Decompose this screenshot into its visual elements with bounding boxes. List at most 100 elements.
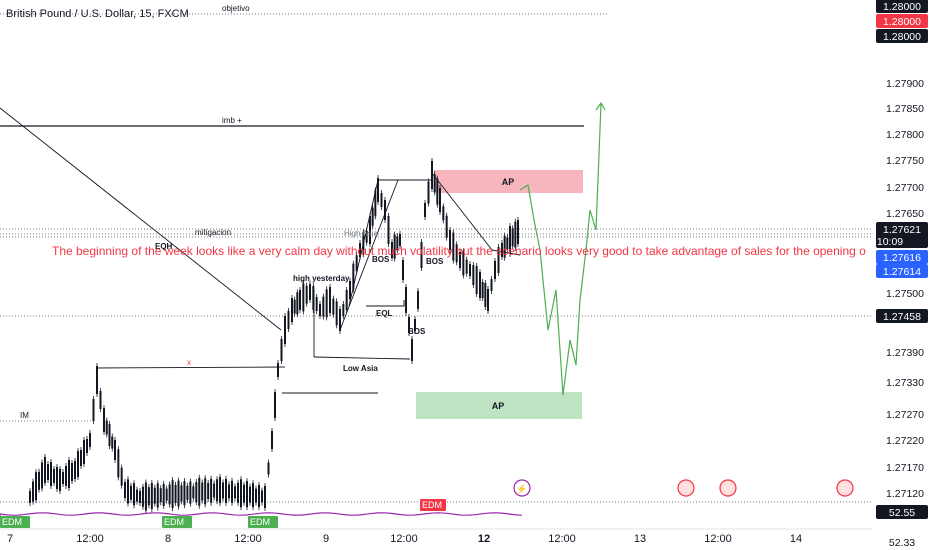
candle-body <box>503 235 506 258</box>
candle-body <box>35 472 37 501</box>
event-flag-icon <box>836 479 854 497</box>
indicator-tag <box>0 516 30 528</box>
candle-body <box>359 243 361 257</box>
candle-body <box>377 178 379 202</box>
annotation-bos3: BOS <box>408 327 426 336</box>
candle-body <box>92 399 95 421</box>
price-tick-label: 1.27220 <box>886 435 924 447</box>
candle-body <box>234 486 236 499</box>
candle-body <box>424 203 426 217</box>
price-label-box <box>876 29 928 43</box>
candle-body <box>192 486 195 499</box>
candle-body <box>427 181 430 204</box>
candle-body <box>71 463 73 481</box>
candle-body <box>165 488 168 501</box>
candle-body <box>44 457 46 483</box>
symbol-title: British Pound / U.S. Dollar, 15, FXCM <box>6 8 189 20</box>
candle-body <box>479 272 481 298</box>
price-label-box <box>876 0 928 13</box>
projection-arrow <box>595 101 606 111</box>
candle-body <box>32 481 34 502</box>
candle-body <box>517 220 519 244</box>
candle-body <box>150 482 153 509</box>
candle-body <box>50 462 52 486</box>
candle-body <box>335 301 338 326</box>
candle-body <box>120 467 123 486</box>
candle-body <box>89 433 91 447</box>
supply-zone <box>434 170 583 193</box>
candle-body <box>207 483 210 500</box>
price-label: 1.28000 <box>883 31 921 43</box>
candle-body <box>374 190 377 217</box>
candle-body <box>402 260 404 280</box>
candle-body <box>325 289 328 318</box>
candle-body <box>41 462 43 489</box>
candle-body <box>249 486 251 503</box>
candle-body <box>511 228 514 247</box>
candle-body <box>124 482 126 498</box>
candle-body <box>130 485 132 500</box>
candle-body <box>219 477 221 503</box>
candle-body <box>59 469 61 491</box>
candle-body <box>365 230 368 243</box>
indicator-tag-label: EDM <box>422 500 442 510</box>
candle-body <box>380 193 383 207</box>
candle-body <box>322 296 325 317</box>
candle-body <box>29 491 31 503</box>
candle-body <box>399 234 401 246</box>
candle-body <box>436 178 439 205</box>
candle-body <box>168 484 171 505</box>
candle-body <box>296 292 299 315</box>
candle-body <box>277 363 279 377</box>
candle-body <box>469 264 471 276</box>
price-label-box <box>876 309 928 323</box>
price-label-box <box>876 250 928 264</box>
annotation-im: IM <box>20 411 29 420</box>
price-tick-label: 1.27390 <box>886 347 924 359</box>
candle-body <box>384 200 386 220</box>
price-tick-label: 1.27500 <box>886 288 924 300</box>
candle-body <box>497 247 500 273</box>
time-tick-label: 12 <box>478 533 490 545</box>
time-tick-label: 14 <box>790 533 802 545</box>
candle-body <box>156 483 159 508</box>
structure-line <box>491 249 521 256</box>
candle-body <box>332 298 335 315</box>
candle-body <box>147 487 150 506</box>
indicator-line <box>0 512 523 520</box>
candle-body <box>65 466 67 486</box>
candle-body <box>222 482 224 499</box>
candle-body <box>96 366 98 394</box>
candle-body <box>105 420 108 435</box>
candle-body <box>284 316 286 344</box>
structure-line <box>339 179 399 331</box>
candle-body <box>198 477 201 506</box>
candle-body <box>216 479 219 502</box>
candle-body <box>339 309 341 331</box>
candle-body <box>494 261 496 279</box>
candle-body <box>243 484 245 503</box>
bolt-glyph: ⚡ <box>516 483 527 495</box>
candle-body <box>420 242 423 268</box>
price-label: 1.28000 <box>883 16 921 28</box>
candle-body <box>439 188 441 212</box>
candle-body <box>264 486 266 508</box>
price-label-box <box>876 222 928 248</box>
price-tick-label: 1.27120 <box>886 488 924 500</box>
price-tick-label: 1.27700 <box>886 182 924 194</box>
candle-body <box>38 471 40 490</box>
candle-body <box>189 481 192 504</box>
candle-body <box>280 339 283 361</box>
candle-body <box>159 488 162 503</box>
candle-body <box>490 279 493 291</box>
time-tick-label: 13 <box>634 533 646 545</box>
candle-body <box>111 436 114 449</box>
candle-body <box>506 237 509 250</box>
candle-body <box>274 392 276 418</box>
candle-body <box>369 216 371 244</box>
candle-body <box>77 451 79 477</box>
annotation-bos1: BOS <box>372 255 390 264</box>
candle-body <box>180 485 183 502</box>
candle-body <box>103 408 105 432</box>
